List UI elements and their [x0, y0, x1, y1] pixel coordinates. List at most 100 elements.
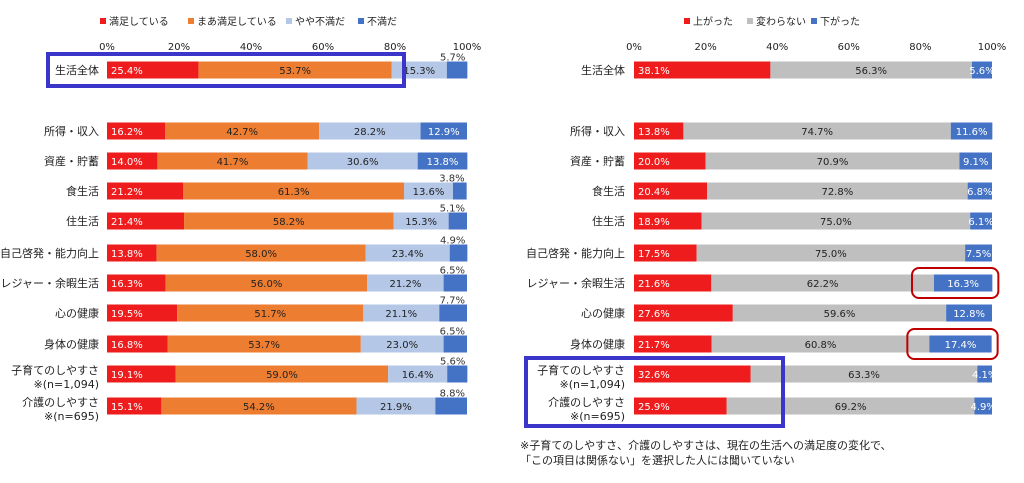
chart1-data-label: 6.5%: [440, 266, 465, 277]
chart1-data-label: 3.8%: [439, 174, 464, 185]
chart2-data-label: 16.3%: [947, 279, 979, 290]
chart2-legend-label: 変わらない: [756, 15, 806, 28]
chart1-bar-segment: [319, 122, 421, 140]
chart2-bar-segment: [634, 152, 706, 170]
chart1-category-label: 身体の健康: [44, 337, 99, 351]
chart2-data-label: 20.4%: [638, 187, 670, 198]
chart2-data-label: 59.6%: [824, 309, 856, 320]
chart2-category-label: 住生活: [592, 214, 625, 228]
chart2-bar-segment: [696, 244, 966, 262]
chart1-bar-segment: [420, 122, 467, 140]
chart1-data-label: 21.9%: [380, 402, 412, 413]
chart1-bar-segment: [165, 274, 368, 292]
chart1-legend-swatch: [286, 18, 292, 24]
chart1-category-label: 所得・収入: [44, 125, 99, 138]
footnote-line-2: 「この項目は関係ない」を選択した人には聞いていない: [520, 454, 795, 467]
chart1-legend-label: やや不満だ: [295, 16, 345, 28]
chart1-data-label: 13.8%: [427, 157, 459, 168]
chart1-data-label: 25.4%: [111, 66, 143, 77]
chart1-bar-segment: [446, 61, 468, 79]
chart2-data-label: 69.2%: [835, 402, 867, 413]
chart2-data-label: 4.1%: [972, 370, 997, 381]
chart1-bar-segment: [443, 335, 467, 353]
chart1-highlight-box: [46, 52, 406, 88]
chart1-data-label: 5.1%: [440, 204, 465, 215]
chart1-data-label: 21.2%: [111, 187, 143, 198]
chart1-data-label: 16.8%: [111, 340, 143, 351]
chart2-category-label: 心の健康: [581, 306, 625, 320]
chart1-data-label: 6.5%: [440, 327, 465, 338]
chart2-bar-segment: [970, 212, 992, 230]
chart2-data-label: 11.6%: [956, 127, 988, 138]
chart1-data-label: 59.0%: [266, 370, 298, 381]
chart2-category-label: 資産・貯蓄: [570, 155, 625, 168]
chart1-bar-segment: [107, 304, 178, 322]
chart2-category-label: 所得・収入: [570, 125, 625, 138]
chart1-category-label: 生活全体: [55, 63, 99, 77]
chart1-bar-segment: [447, 365, 468, 383]
chart2-bar-segment: [711, 274, 935, 292]
chart1-data-label: 15.1%: [111, 402, 143, 413]
chart2-data-label: 17.4%: [945, 340, 977, 351]
chart1-bar-segment: [107, 397, 162, 415]
chart1-data-label: 21.1%: [385, 309, 417, 320]
chart1-tick-label: 60%: [312, 42, 334, 53]
chart2-data-label: 4.9%: [971, 402, 996, 413]
chart1-data-label: 5.7%: [440, 53, 465, 64]
chart1-data-label: 53.7%: [279, 66, 311, 77]
chart2-bar-segment: [946, 304, 992, 322]
chart1-data-label: 19.1%: [111, 370, 143, 381]
chart1-data-label: 15.3%: [405, 217, 437, 228]
chart2-data-label: 17.5%: [638, 249, 670, 260]
chart2-data-label: 21.6%: [638, 279, 670, 290]
chart1-bar-segment: [198, 61, 392, 79]
chart1-legend-label: 満足している: [109, 16, 169, 28]
chart2-bar-segment: [750, 365, 978, 383]
chart1-bar-segment: [363, 304, 440, 322]
chart1-bar-segment: [184, 212, 394, 230]
chart1-data-label: 19.5%: [111, 309, 143, 320]
chart2-category-label: 食生活: [592, 184, 625, 198]
chart2-category-label: 自己啓発・能力向上: [526, 246, 625, 260]
chart1-bar-segment: [167, 335, 361, 353]
chart1-data-label: 16.4%: [402, 370, 434, 381]
chart2-bar-segment: [711, 335, 930, 353]
chart1-data-label: 21.2%: [390, 279, 422, 290]
chart2-bar-segment: [971, 61, 992, 79]
chart2-category-label: レジャー・余暇生活: [527, 276, 625, 290]
chart1-data-label: 12.9%: [428, 127, 460, 138]
chart1-bar-segment: [177, 304, 364, 322]
chart1-bar-segment: [165, 122, 320, 140]
chart1-bar-segment: [449, 244, 468, 262]
chart1-legend-swatch: [100, 18, 106, 24]
chart1-bar-segment: [417, 152, 468, 170]
chart2-bar-segment: [934, 274, 993, 292]
chart1-data-label: 56.0%: [251, 279, 283, 290]
chart2-data-label: 18.9%: [638, 217, 670, 228]
chart1-data-label: 7.7%: [440, 296, 465, 307]
chart1-bar-segment: [307, 152, 418, 170]
chart2-bar-segment: [959, 152, 992, 170]
chart1-category-label: 介護のしやすさ: [22, 395, 99, 409]
chart1-data-label: 53.7%: [248, 340, 280, 351]
chart2-data-label: 75.0%: [820, 217, 852, 228]
chart1-data-label: 58.2%: [273, 217, 305, 228]
chart2-data-label: 56.3%: [855, 66, 887, 77]
chart1-bar-segment: [107, 61, 199, 79]
chart2-bar-segment: [967, 182, 992, 200]
chart1-data-label: 21.4%: [111, 217, 143, 228]
chart1-bar-segment: [107, 152, 158, 170]
chart2-data-label: 63.3%: [848, 370, 880, 381]
chart2-bar-segment: [634, 397, 727, 415]
chart1-bar-segment: [107, 335, 168, 353]
chart1-data-label: 54.2%: [243, 402, 275, 413]
chart2-bar-segment: [634, 61, 771, 79]
chart2-tick-label: 20%: [694, 42, 716, 53]
chart1-data-label: 13.6%: [413, 187, 445, 198]
chart2-legend-label: 上がった: [693, 15, 733, 28]
chart1-tick-label: 40%: [240, 42, 262, 53]
footnote-line-1: ※子育てのしやすさ、介護のしやすさは、現在の生活への満足度の変化で、: [520, 439, 892, 452]
chart1-data-label: 15.3%: [403, 66, 435, 77]
chart2-data-label: 20.0%: [638, 157, 670, 168]
